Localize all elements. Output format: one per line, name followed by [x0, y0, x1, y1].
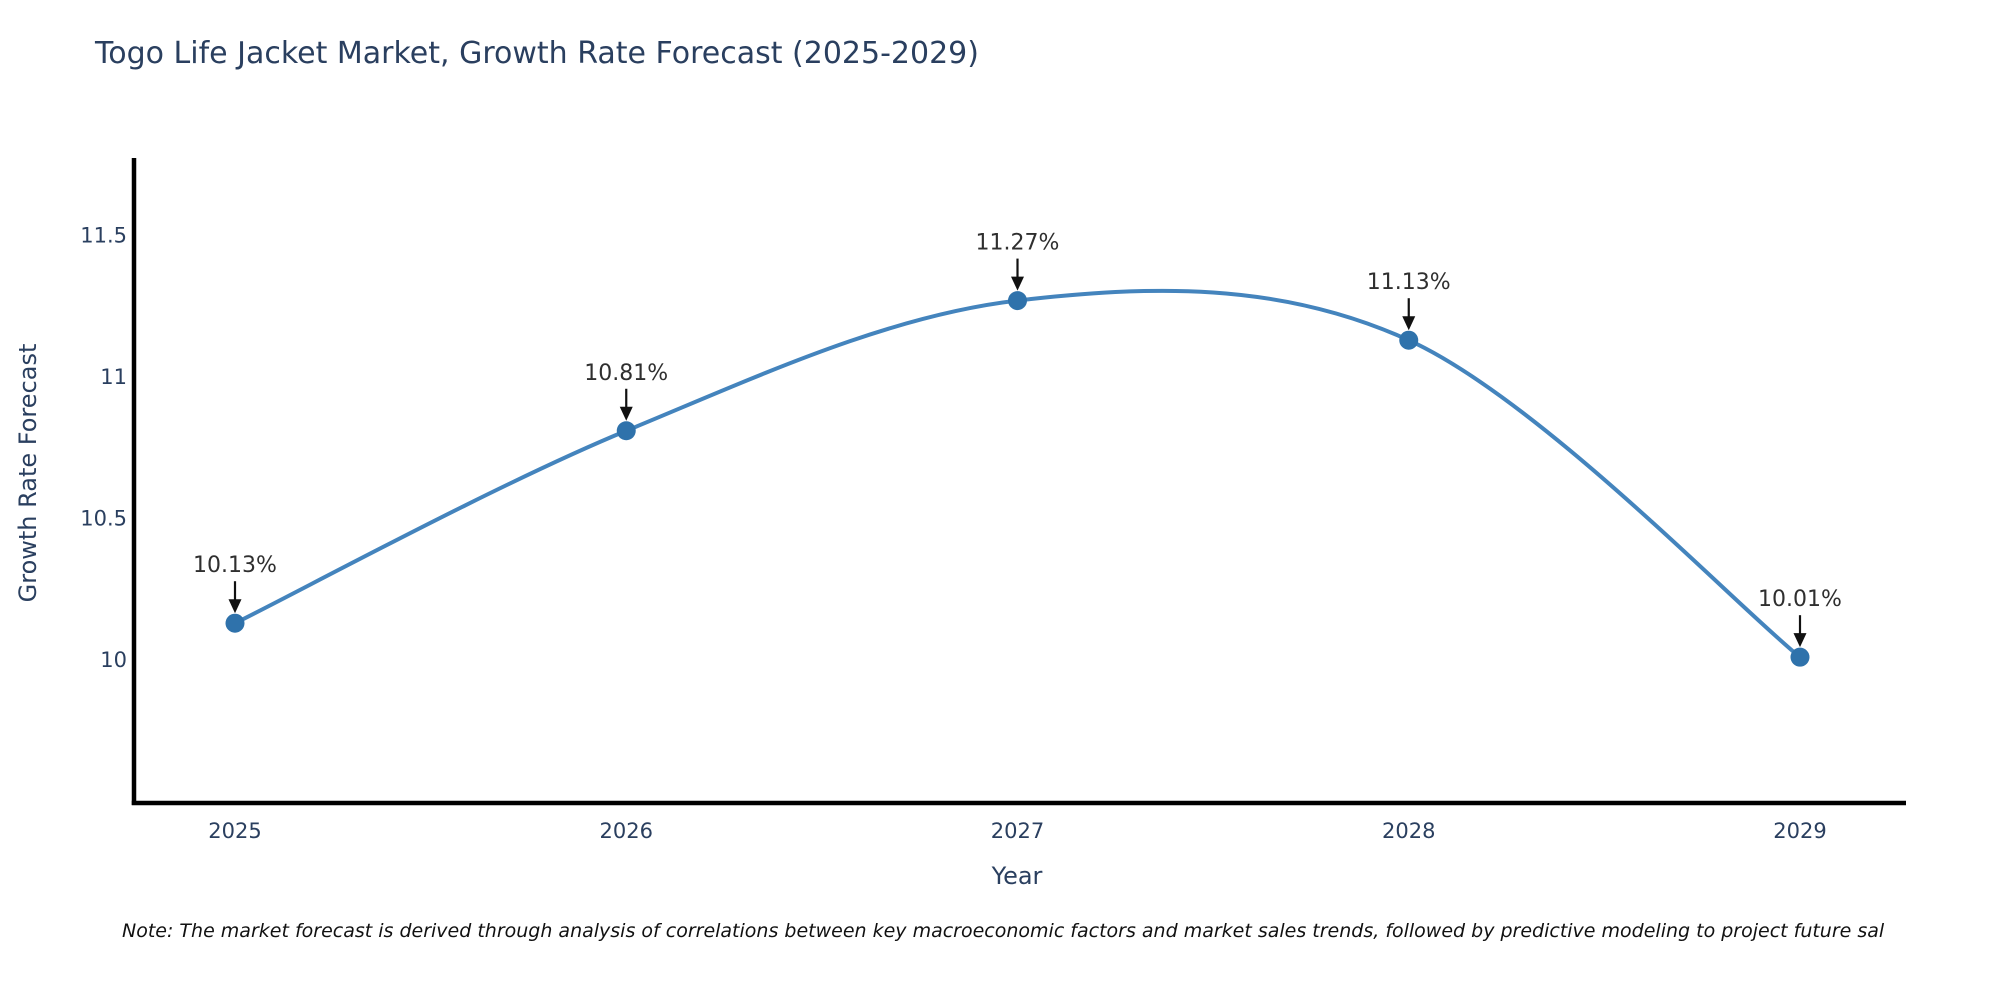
- data-point-marker: [1008, 291, 1027, 311]
- y-tick-label: 11: [100, 365, 127, 389]
- data-point-marker: [1790, 647, 1810, 667]
- annotation-label: 11.13%: [1367, 270, 1451, 295]
- data-point-marker: [616, 421, 636, 441]
- annotation-arrow-head: [619, 406, 633, 421]
- x-tick-label: 2025: [208, 819, 261, 843]
- y-tick-label: 11.5: [80, 224, 127, 248]
- annotation-arrow-head: [1402, 316, 1416, 331]
- annotation-label: 10.01%: [1758, 587, 1842, 612]
- y-tick-label: 10: [100, 648, 127, 672]
- annotation-arrow-head: [228, 599, 242, 614]
- chart-title: Togo Life Jacket Market, Growth Rate For…: [95, 36, 979, 71]
- annotation-label: 10.81%: [584, 361, 668, 386]
- annotation-label: 11.27%: [976, 231, 1060, 256]
- annotation-arrow-head: [1793, 633, 1807, 648]
- x-tick-label: 2029: [1773, 819, 1826, 843]
- y-tick-label: 10.5: [80, 507, 127, 531]
- annotation-arrow-head: [1011, 276, 1024, 291]
- trend-line: [233, 288, 1802, 660]
- annotation-label: 10.13%: [193, 553, 277, 578]
- x-tick-label: 2027: [991, 819, 1044, 843]
- x-tick-label: 2028: [1382, 819, 1435, 843]
- data-point-marker: [225, 613, 245, 633]
- x-tick-label: 2026: [600, 819, 653, 843]
- footnote: Note: The market forecast is derived thr…: [122, 920, 1885, 942]
- data-point-marker: [1399, 330, 1419, 350]
- x-axis-title: Year: [991, 862, 1043, 890]
